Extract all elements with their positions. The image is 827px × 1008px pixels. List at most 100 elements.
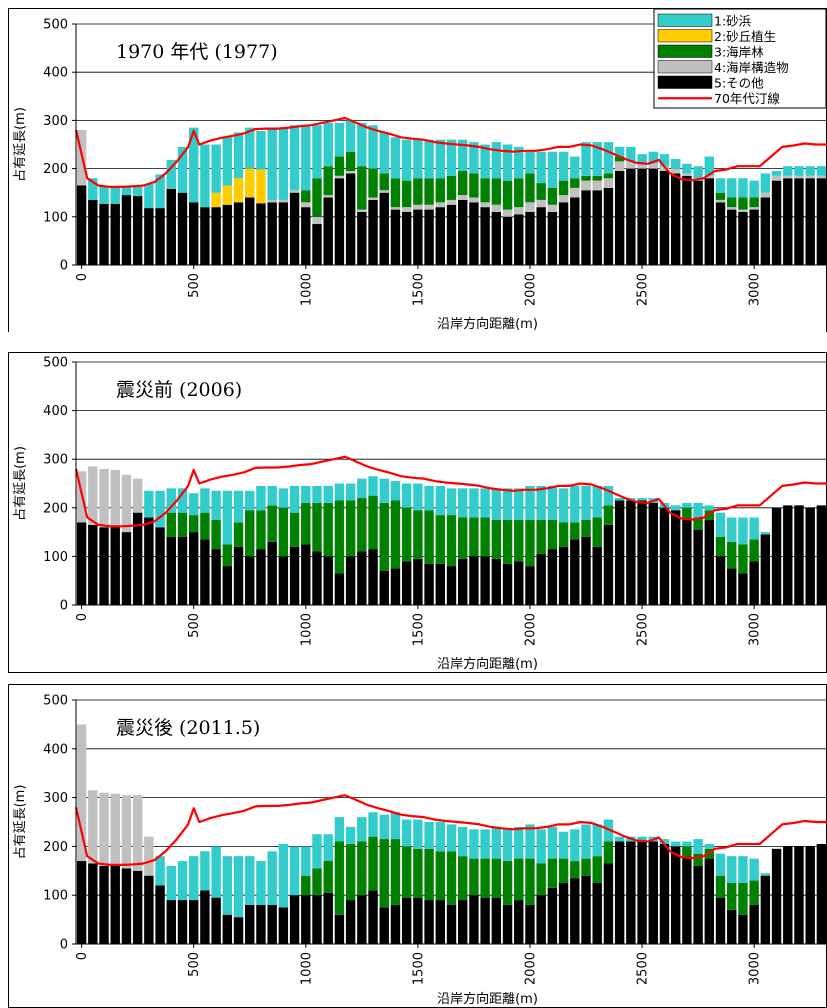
bar-segment (727, 209, 737, 265)
bar-segment (715, 178, 726, 193)
bar-segment (693, 180, 703, 265)
bar-segment (693, 517, 703, 530)
bar-segment (570, 522, 580, 540)
bar-segment (368, 812, 378, 837)
bar-segment (514, 207, 524, 215)
bar-segment (323, 556, 333, 605)
bar-segment (76, 861, 87, 944)
chart-title: 震災前 (2006) (116, 379, 242, 401)
y-axis-label: 占有延長(m) (13, 785, 28, 860)
bar-segment (301, 202, 311, 208)
bar-segment (603, 178, 614, 188)
bar-segment (502, 488, 513, 520)
bar-segment (357, 211, 367, 265)
bar-segment (379, 502, 389, 571)
bar-segment (581, 190, 591, 265)
bar-segment (278, 907, 289, 944)
bar-segment (267, 505, 277, 542)
bar-segment (188, 127, 199, 203)
bar-segment (592, 856, 602, 883)
bar-segment (121, 195, 132, 265)
bar-segment (368, 549, 378, 605)
bar-segment (88, 178, 98, 200)
bar-segment (491, 519, 502, 559)
chart-svg: 0 100 200 300 400 500 0 500 1000 1500 2000 2500 3000… (8, 684, 827, 1008)
bar-segment (727, 909, 737, 944)
bar-segment (592, 824, 602, 857)
chart-panel-pre-disaster: 0 100 200 300 400 500 0 500 1000 1500 2000 2500 3000… (0, 344, 827, 674)
bar-segment (301, 502, 311, 545)
bar-segment (749, 561, 759, 605)
bar-segment (581, 519, 591, 537)
bar-segment (379, 173, 389, 191)
bar-segment (413, 819, 423, 849)
bar-segment (188, 900, 199, 944)
y-tick-label: 200 (43, 840, 68, 855)
bar-segment (99, 186, 109, 204)
bar-segment (334, 500, 345, 574)
bar-segment (525, 904, 535, 944)
bar-segment (805, 166, 815, 176)
bar-segment (435, 178, 445, 203)
bar-segment (267, 541, 277, 605)
bar-segment (670, 841, 681, 847)
bar-segment (480, 207, 490, 265)
bar-segment (715, 536, 726, 557)
bar-segment (536, 207, 546, 265)
bar-segment (525, 211, 535, 265)
bar-segment (760, 534, 771, 605)
bar-segment (334, 573, 345, 605)
bar-segment (749, 207, 759, 210)
bar-segment (514, 826, 524, 859)
bar-segment (312, 216, 322, 225)
bar-segment (424, 900, 434, 944)
bar-segment (525, 173, 535, 203)
bar-segment (816, 843, 827, 944)
bar-segment (323, 502, 333, 557)
shoreline-series-line (74, 116, 827, 188)
bar-segment (390, 812, 401, 840)
bar-segment (670, 505, 681, 511)
bar-segment (603, 505, 614, 525)
bar-segment (547, 204, 558, 212)
bar-segment (222, 185, 233, 205)
bar-segment (783, 166, 793, 176)
bar-segment (256, 861, 266, 905)
bar-segment (132, 478, 143, 513)
bar-segment (413, 204, 423, 210)
bar-segment (88, 466, 98, 525)
y-tick-label: 300 (43, 453, 68, 468)
bar-segment (390, 481, 401, 501)
bar-segment (659, 507, 670, 605)
bar-segment (177, 512, 188, 537)
bar-segment (379, 570, 389, 605)
bar-segment (435, 900, 445, 944)
bar-segment (581, 175, 591, 181)
y-tick-label: 100 (43, 889, 68, 904)
bar-segment (626, 500, 636, 605)
bar-segment (413, 558, 423, 605)
bar-segment (188, 515, 199, 533)
bar-segment (121, 474, 132, 533)
bar-segment (480, 556, 490, 605)
bar-segment (88, 863, 98, 944)
bar-segment (76, 185, 87, 265)
x-tick-label: 0 (75, 613, 90, 621)
bar-segment (323, 195, 333, 198)
bar-segment (357, 498, 367, 552)
bar-segment (670, 510, 681, 605)
chart-title: 震災後 (2011.5) (116, 717, 260, 739)
bar-segment (469, 488, 479, 518)
bar-segment (558, 546, 569, 605)
bar-segment (480, 144, 490, 179)
bar-segment (245, 168, 255, 198)
bar-segment (211, 490, 221, 520)
bar-segment (570, 187, 580, 198)
bar-segment (670, 846, 681, 944)
bar-segment (401, 897, 412, 944)
bar-segment (670, 173, 681, 265)
bar-segment (558, 151, 569, 181)
bar-segment (233, 202, 244, 265)
bar-segment (312, 551, 322, 605)
bar-segment (570, 485, 580, 523)
